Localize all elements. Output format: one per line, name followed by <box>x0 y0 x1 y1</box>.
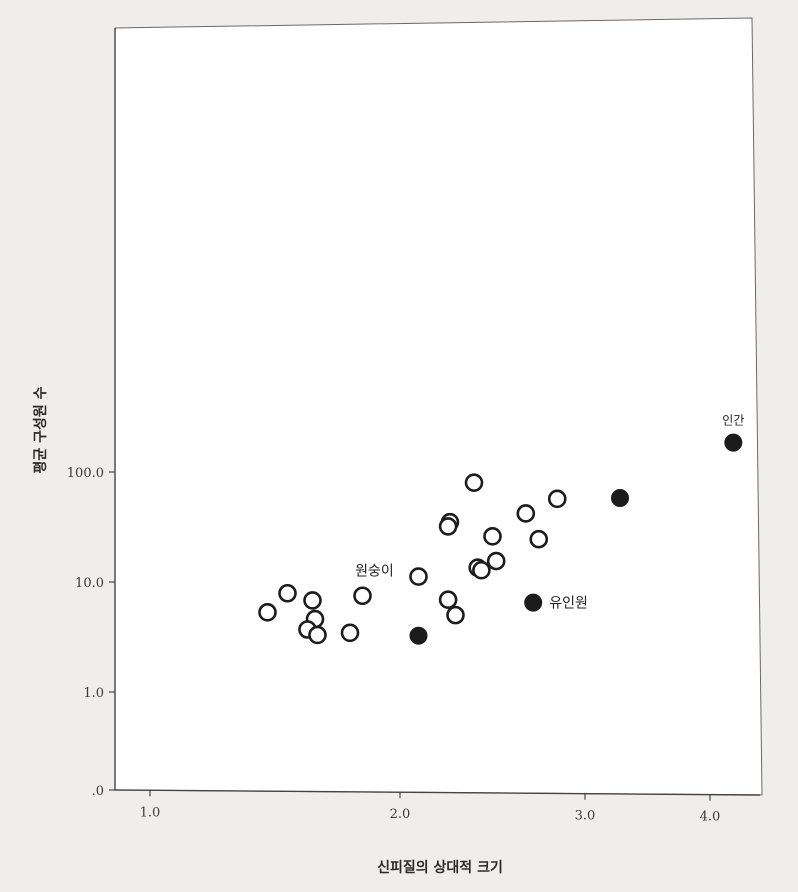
open-data-point <box>516 504 536 523</box>
open-data-point <box>278 583 297 603</box>
open-data-point <box>353 586 372 606</box>
open-data-point <box>464 473 484 492</box>
open-data-point <box>340 623 360 643</box>
filled-data-point <box>611 489 629 508</box>
x-axis-title: 신피질의 상대적 크기 <box>377 859 503 876</box>
y-tick-label: 10.0 <box>75 576 104 591</box>
x-tick-label: 1.0 <box>140 805 161 820</box>
x-tick-label: 3.0 <box>575 809 596 824</box>
x-axis-line <box>114 789 761 796</box>
open-data-point <box>438 590 458 610</box>
y-tick-label: .0 <box>92 784 104 799</box>
filled-data-point <box>724 433 743 452</box>
open-data-point <box>547 489 567 509</box>
point-annotation: 원숭이 <box>355 564 394 580</box>
open-data-point <box>438 517 458 536</box>
y-axis-title: 평균 구성원 수 <box>32 386 49 473</box>
filled-data-point <box>409 626 428 645</box>
open-data-point <box>483 527 502 546</box>
y-tick-label: 1.0 <box>83 686 104 701</box>
open-data-point <box>529 529 549 549</box>
open-data-point <box>258 603 277 622</box>
open-data-point <box>409 567 428 586</box>
x-tick-label: 4.0 <box>700 810 721 825</box>
open-data-point <box>446 605 465 625</box>
filled-data-point <box>524 593 543 612</box>
y-tick-label: 100.0 <box>67 466 104 481</box>
open-data-point <box>308 625 327 645</box>
open-data-point <box>303 591 322 610</box>
point-annotation: 인간 <box>722 414 744 428</box>
plot-area <box>114 17 763 796</box>
open-data-point <box>472 560 491 580</box>
point-annotation: 유인원 <box>549 596 588 612</box>
x-tick-label: 2.0 <box>390 807 411 822</box>
open-data-point <box>486 551 506 571</box>
